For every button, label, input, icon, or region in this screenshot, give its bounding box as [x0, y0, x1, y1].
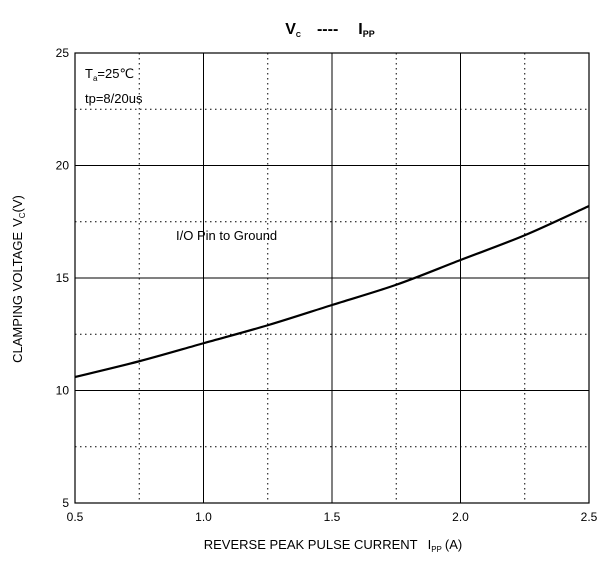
x-axis-title: REVERSE PEAK PULSE CURRENT IPP (A)	[204, 537, 462, 554]
y-tick-labels: 5 10 15 20 25	[56, 46, 70, 510]
x-tick-label: 1.0	[195, 510, 212, 524]
y-tick-label: 20	[56, 159, 70, 173]
x-tick-label: 2.0	[452, 510, 469, 524]
y-tick-label: 5	[62, 496, 69, 510]
series-label: I/O Pin to Ground	[176, 228, 277, 243]
x-tick-label: 0.5	[67, 510, 84, 524]
x-tick-label: 1.5	[324, 510, 341, 524]
series-line-io-pin-to-ground	[74, 204, 590, 379]
y-axis-title: CLAMPING VOLTAGEVC(V)	[10, 195, 27, 363]
x-tick-label: 2.5	[581, 510, 598, 524]
condition-temperature: Ta=25℃	[85, 66, 134, 83]
y-tick-label: 15	[56, 271, 70, 285]
condition-pulse: tp=8/20us	[85, 91, 143, 106]
chart-title: VC ---- IPP	[285, 21, 375, 39]
x-tick-labels: 0.5 1.0 1.5 2.0 2.5	[67, 510, 598, 524]
y-tick-label: 25	[56, 46, 70, 60]
y-tick-label: 10	[56, 384, 70, 398]
plot-frame	[74, 52, 590, 504]
major-grid	[75, 53, 589, 503]
